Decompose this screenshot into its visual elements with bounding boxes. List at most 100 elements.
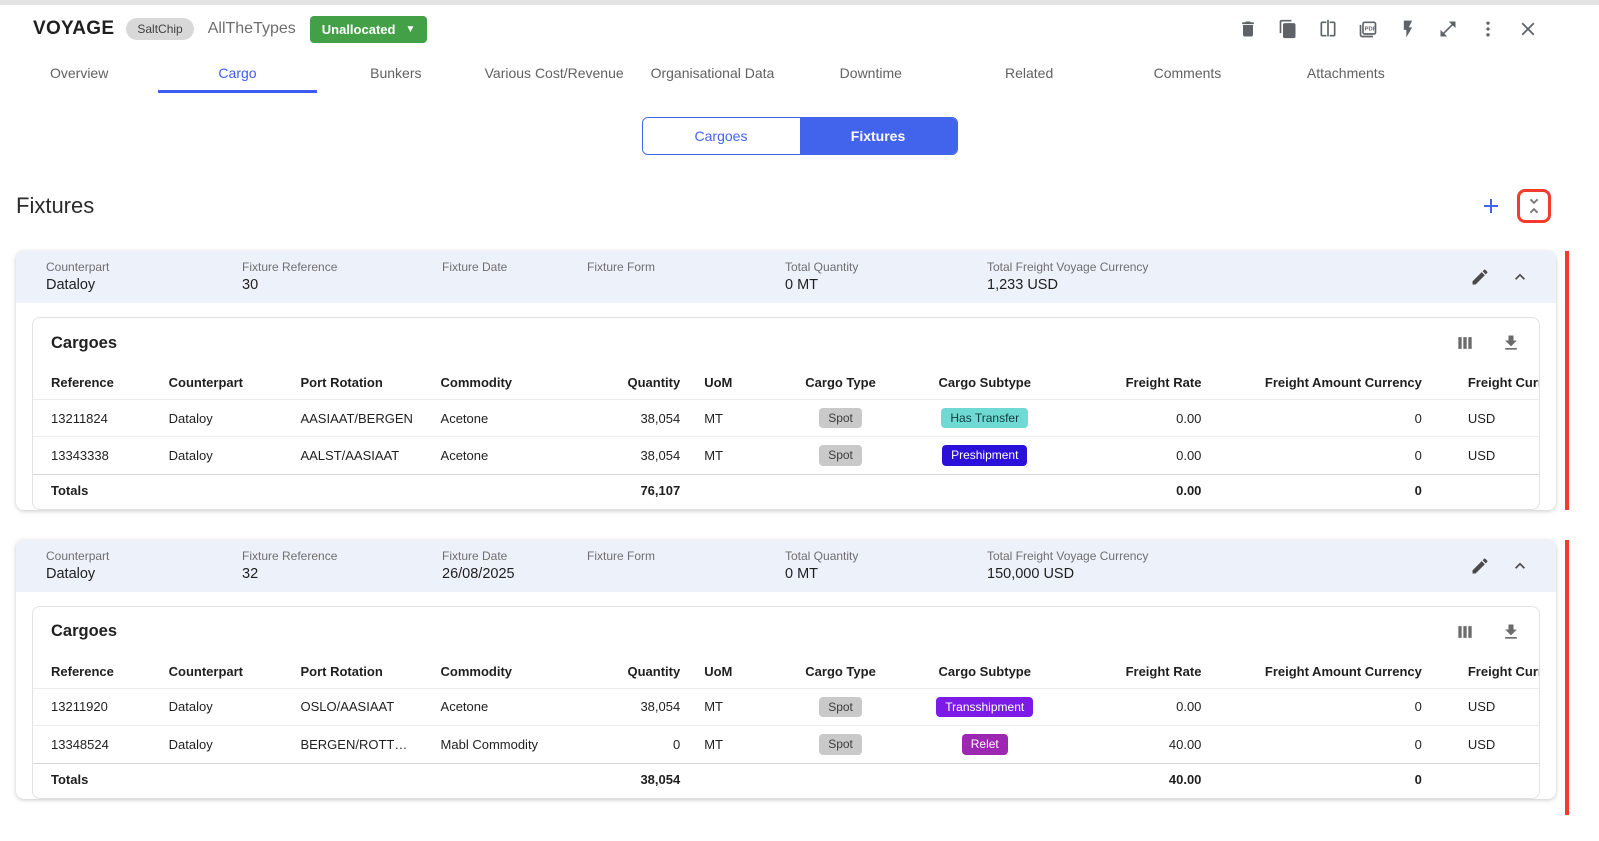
tab-comments[interactable]: Comments [1153, 65, 1222, 81]
delete-icon[interactable] [1237, 18, 1259, 40]
collapse-all-icon[interactable] [1517, 189, 1551, 223]
chevron-down-icon: ▼ [405, 23, 416, 35]
cargoes-panel-icons [1455, 333, 1521, 353]
pdf-icon[interactable]: PDF [1357, 18, 1379, 40]
col-uom: UoM [704, 663, 733, 679]
field-value [587, 277, 785, 294]
highlight-line-2 [1565, 539, 1569, 815]
tab-related[interactable]: Related [1005, 65, 1054, 81]
cell-counterpart: Dataloy [156, 725, 289, 764]
fixtures-section-actions [1479, 189, 1551, 223]
tab-organisational-data[interactable]: Organisational Data [650, 65, 775, 81]
cell-reference: 13211824 [33, 398, 157, 437]
edit-icon[interactable] [1470, 267, 1490, 287]
field-counterpart: Counterpart Dataloy [46, 260, 242, 294]
cell-port-rotation: BERGEN/ROTT… [288, 725, 429, 764]
table-row[interactable]: 13343338 Dataloy AALST/AASIAAT Acetone 3… [33, 436, 1539, 475]
cell-cargo-subtype: Preshipment [906, 436, 1064, 475]
cell-freight-rate: 40.00 [1063, 725, 1214, 764]
more-options-icon[interactable] [1477, 18, 1499, 40]
fixture-2-header: Counterpart Dataloy Fixture Reference 32… [16, 539, 1556, 592]
status-label: Unallocated [321, 21, 396, 37]
cell-quantity: 38,054 [583, 436, 693, 475]
cell-quantity: 0 [583, 725, 693, 764]
cargoes-panel-header: Cargoes [33, 318, 1539, 366]
table-row[interactable]: 13211920 Dataloy OSLO/AASIAAT Acetone 38… [33, 687, 1539, 726]
cargoes-table-1: Reference Counterpart Port Rotation Comm… [33, 366, 1539, 509]
cell-freight-amount-currency: 0 [1213, 398, 1434, 437]
col-freight-amount-currency: Freight Amount Currency [1264, 375, 1422, 390]
col-counterpart: Counterpart [168, 663, 243, 679]
cell-uom: MT [692, 725, 775, 764]
field-value: 30 [242, 277, 259, 293]
table-row[interactable]: 13348524 Dataloy BERGEN/ROTT… Mabl Commo… [33, 725, 1539, 764]
cell-freight-amount-currency: 0 [1213, 687, 1434, 726]
field-label: Fixture Reference [242, 260, 338, 274]
field-label: Fixture Reference [242, 548, 338, 563]
columns-icon[interactable] [1455, 622, 1475, 642]
expand-icon[interactable] [1437, 18, 1459, 40]
cell-freight-currency: USD [1433, 725, 1539, 764]
flash-icon[interactable] [1397, 18, 1419, 40]
status-dropdown-button[interactable]: Unallocated ▼ [309, 15, 428, 43]
totals-label: Totals [33, 473, 157, 509]
cell-port-rotation: AASIAAT/BERGEN [288, 398, 429, 437]
toggle-fixtures[interactable]: Fixtures [799, 118, 957, 154]
chevron-up-icon[interactable] [1510, 267, 1530, 287]
totals-label: Totals [33, 762, 157, 798]
cell-counterpart: Dataloy [156, 687, 289, 726]
field-label: Fixture Date [442, 548, 508, 563]
cargo-subtype-badge: Preshipment [942, 445, 1028, 466]
tab-various-cost-revenue[interactable]: Various Cost/Revenue [484, 65, 624, 81]
toggle-cargoes[interactable]: Cargoes [642, 118, 800, 154]
field-value: 1,233 USD [987, 277, 1058, 293]
cell-commodity: Acetone [428, 398, 584, 437]
fixtures-section-title: Fixtures [16, 193, 95, 218]
cell-cargo-subtype: Relet [906, 725, 1064, 764]
download-icon[interactable] [1501, 622, 1521, 642]
cell-counterpart: Dataloy [156, 398, 289, 437]
fixture-2-cargoes-panel: Cargoes Reference Counterpart Port Rotat… [32, 605, 1540, 799]
field-fixture-reference: Fixture Reference 30 [242, 260, 442, 294]
field-value [587, 566, 785, 583]
field-value: Dataloy [46, 565, 96, 582]
columns-icon[interactable] [1455, 333, 1475, 353]
cell-freight-rate: 0.00 [1063, 398, 1214, 437]
col-port-rotation: Port Rotation [300, 375, 383, 390]
field-fixture-reference: Fixture Reference 32 [242, 549, 442, 583]
chevron-up-icon[interactable] [1510, 556, 1530, 576]
cell-cargo-type: Spot [774, 398, 907, 437]
tab-attachments[interactable]: Attachments [1306, 65, 1385, 81]
col-freight-rate: Freight Rate [1125, 663, 1202, 679]
add-fixture-icon[interactable] [1479, 194, 1503, 218]
highlight-line-1 [1565, 251, 1569, 510]
col-freight-currency: Freight Currency [1467, 663, 1539, 679]
cell-cargo-subtype: Transshipment [906, 687, 1064, 726]
field-label: Total Freight Voyage Currency [987, 548, 1149, 563]
copy-icon[interactable] [1277, 18, 1299, 40]
voyage-name: AllTheTypes [207, 20, 296, 37]
field-value [442, 277, 587, 294]
window-top-edge [0, 0, 1599, 5]
field-value: Dataloy [46, 277, 96, 293]
download-icon[interactable] [1501, 333, 1521, 353]
table-row[interactable]: 13211824 Dataloy AASIAAT/BERGEN Acetone … [33, 398, 1539, 437]
compare-icon[interactable] [1317, 18, 1339, 40]
tab-overview[interactable]: Overview [49, 65, 109, 81]
cargo-subtype-badge: Transshipment [936, 696, 1034, 718]
cell-quantity: 38,054 [583, 398, 693, 437]
field-label: Counterpart [46, 548, 110, 563]
cell-freight-currency: USD [1433, 398, 1539, 437]
close-icon[interactable] [1517, 18, 1539, 40]
cell-port-rotation: AALST/AASIAAT [288, 436, 429, 475]
cell-cargo-type: Spot [774, 725, 907, 764]
edit-icon[interactable] [1470, 556, 1490, 576]
cell-freight-currency: USD [1433, 687, 1539, 726]
window-header: VOYAGE SaltChip AllTheTypes Unallocated … [0, 5, 1599, 53]
totals-freight-amount-currency: 0 [1213, 762, 1434, 798]
cargoes-panel-title: Cargoes [51, 333, 118, 352]
tab-cargo[interactable]: Cargo [158, 53, 317, 93]
tab-downtime[interactable]: Downtime [839, 65, 902, 81]
tab-bunkers[interactable]: Bunkers [370, 65, 422, 81]
cell-port-rotation: OSLO/AASIAAT [288, 687, 429, 726]
